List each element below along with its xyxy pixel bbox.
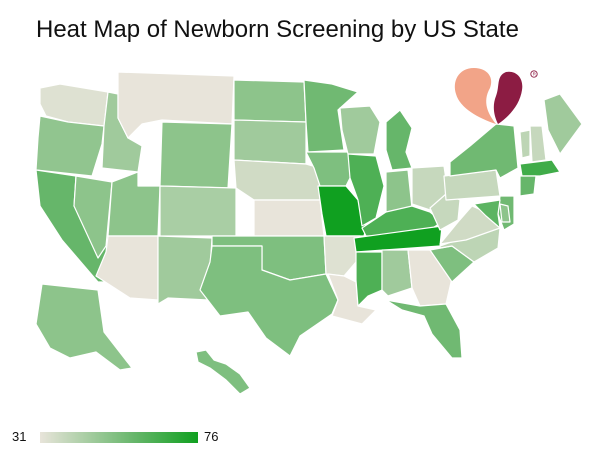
state-nm: [157, 235, 213, 305]
state-ct: [519, 175, 537, 197]
state-wv: [429, 193, 461, 231]
state-ar: [323, 235, 361, 277]
brand-logo: R: [452, 66, 542, 128]
state-ks: [253, 199, 325, 237]
state-al: [381, 249, 413, 297]
state-hi: [195, 349, 251, 395]
state-ma: [519, 159, 561, 177]
legend-color-scale: [40, 432, 198, 443]
state-sd: [233, 119, 307, 165]
state-ak: [35, 283, 133, 371]
state-wi: [339, 105, 381, 155]
legend-max-label: 76: [204, 429, 219, 444]
state-fl: [385, 299, 463, 359]
state-nv: [73, 175, 113, 259]
state-ny: [449, 123, 519, 179]
state-la: [327, 273, 377, 325]
state-ut: [107, 171, 161, 237]
state-me: [543, 93, 583, 155]
svg-text:R: R: [533, 72, 537, 77]
legend-min-label: 31: [12, 429, 27, 444]
state-vt: [519, 129, 531, 159]
state-md: [473, 199, 501, 229]
state-tx: [199, 245, 339, 357]
state-nd: [233, 79, 307, 123]
map-title: Heat Map of Newborn Screening by US Stat…: [36, 16, 519, 43]
state-il: [347, 153, 385, 227]
state-in: [385, 169, 413, 213]
state-wy: [159, 121, 233, 189]
state-ms: [355, 251, 383, 307]
state-mi: [385, 109, 413, 171]
state-co: [159, 185, 237, 237]
state-or: [35, 115, 105, 177]
state-ne: [233, 159, 321, 201]
state-de: [499, 203, 511, 223]
state-nh: [529, 125, 547, 163]
state-mn: [303, 79, 359, 153]
